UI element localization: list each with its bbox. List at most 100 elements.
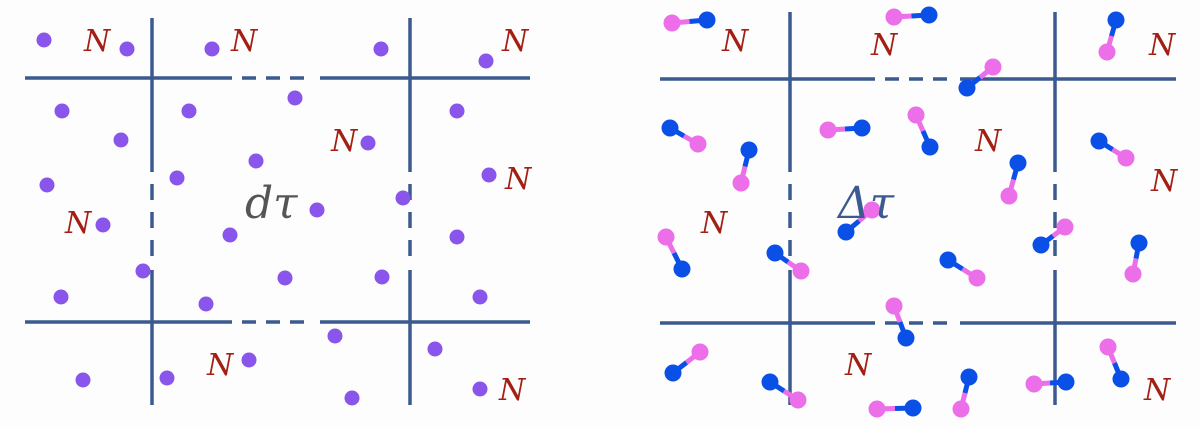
particle [39,177,55,193]
diatomic-molecule [907,106,939,156]
pink-atom [792,262,810,280]
pink-atom [657,228,675,246]
diatomic-molecule [819,119,871,139]
right-center-label: Δτ [836,178,895,229]
n-label: N [974,124,1003,159]
blue-atom [960,368,978,386]
n-label: N [870,28,899,63]
blue-atom [1107,11,1125,29]
n-label: N [1150,164,1179,199]
pink-atom [1056,218,1074,236]
diatomic-molecule [1098,11,1125,61]
blue-atom [958,79,976,97]
diatomic-molecule [661,119,707,153]
particle [373,41,389,57]
particle [113,132,129,148]
blue-atom [661,119,679,137]
blue-atom [1032,236,1050,254]
pink-atom [1099,338,1117,356]
particle [119,41,135,57]
particle [53,289,69,305]
diatomic-molecule [664,343,709,382]
diatomic-molecule [939,251,986,287]
diatomic-molecule [1090,132,1135,167]
particle [198,296,214,312]
n-label: N [721,24,750,59]
n-label: N [1148,28,1177,63]
pink-atom [1117,149,1135,167]
n-label: N [504,162,533,197]
particle [360,135,376,151]
particle [159,370,175,386]
diatomic-molecule [1000,154,1027,205]
left-center-label: dτ [245,178,298,229]
diatomic-molecule [885,297,915,347]
blue-atom [1130,234,1148,252]
diatomic-molecule [1032,218,1074,254]
pink-atom [968,269,986,287]
n-label: N [844,348,873,383]
diatomic-molecule [732,141,758,192]
diatomic-molecule [1099,338,1130,388]
blue-atom [1057,373,1075,391]
particle [449,229,465,245]
blue-atom [698,11,716,29]
blue-atom [740,141,758,159]
pink-atom [868,400,886,418]
particle [135,263,151,279]
pink-atom [689,135,707,153]
blue-atom [853,119,871,137]
diatomic-molecule [885,6,938,26]
right-panel-diatomic: N N N N N N N N [657,6,1179,418]
pink-atom [732,174,750,192]
diatomic-molecule [663,11,716,32]
particle [309,202,325,218]
blue-atom [837,223,855,241]
pink-atom [663,14,681,32]
particle [374,269,390,285]
particle [222,227,238,243]
blue-atom [939,251,957,269]
blue-atom [920,6,938,24]
blue-atom [664,364,682,382]
particle [427,341,443,357]
diatomic-molecule [761,373,807,409]
particle [248,153,264,169]
blue-atom [1112,370,1130,388]
n-label: N [64,206,93,241]
pink-atom [952,400,970,418]
particle [327,328,343,344]
particle [36,32,52,48]
pink-atom [907,106,925,124]
particle [481,167,497,183]
particle [344,390,360,406]
particle [169,170,185,186]
n-label: N [230,24,259,59]
blue-atom [1090,132,1108,150]
diatomic-molecule [766,244,810,280]
diatomic-molecule [1025,373,1075,393]
pink-atom [819,121,837,139]
particle [472,381,488,397]
particle [478,53,494,69]
blue-atom [897,329,915,347]
left-panel-monatomic: N N N N N N N N [25,18,533,408]
blue-atom [761,373,779,391]
blue-atom [766,244,784,262]
pink-atom [885,8,903,26]
pink-atom [1000,187,1018,205]
particle [204,41,220,57]
n-label: N [330,124,359,159]
blue-atom [921,138,939,156]
particle [75,372,91,388]
n-label: N [498,373,527,408]
diatomic-molecule [958,58,1002,97]
pink-atom [863,201,881,219]
n-label: N [206,348,235,383]
n-label: N [501,24,530,59]
pink-atom [789,391,807,409]
blue-atom [673,260,691,278]
n-label: N [83,24,112,59]
